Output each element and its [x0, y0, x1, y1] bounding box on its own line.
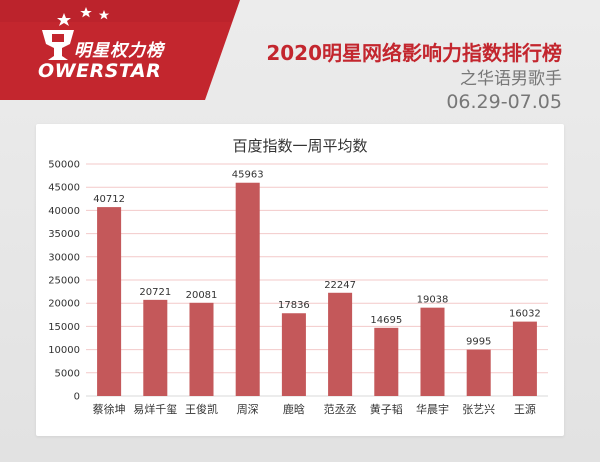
bar [328, 292, 353, 396]
data-label: 19038 [417, 295, 449, 306]
x-tick-label: 黄子韬 [370, 402, 403, 416]
star-icon [98, 10, 110, 20]
y-tick-label: 15000 [48, 322, 80, 333]
y-tick-label: 50000 [48, 160, 80, 171]
labels: 0 5000 10000 15000 20000 25000 30000 35000 40000… [48, 160, 541, 417]
bar [235, 182, 260, 396]
page-title: 2020明星网络影响力指数排行榜 [266, 41, 562, 65]
y-tick-label: 45000 [48, 183, 80, 194]
star-icon [80, 7, 92, 18]
bar [374, 327, 399, 396]
bar [189, 302, 214, 396]
bar [466, 349, 491, 396]
y-tick-label: 5000 [55, 368, 80, 379]
data-label: 14695 [370, 315, 402, 326]
x-tick-label: 范丞丞 [324, 402, 357, 416]
data-label: 9995 [466, 337, 491, 348]
bar [512, 321, 537, 396]
star-icon [57, 13, 71, 26]
x-tick-label: 周深 [237, 403, 259, 416]
x-tick-label: 张艺兴 [462, 403, 495, 416]
data-label: 20721 [139, 287, 171, 298]
bar [97, 207, 122, 396]
x-tick-label: 王俊凯 [185, 402, 218, 416]
header: 2020明星网络影响力指数排行榜 之华语男歌手 06.29-07.05 [266, 40, 562, 114]
brand-logo: 明星权力榜 OWERSTAR [0, 0, 240, 100]
data-label: 16032 [509, 309, 541, 320]
brand-name-cn: 明星权力榜 [74, 41, 164, 61]
data-label: 20081 [186, 290, 218, 301]
x-tick-label: 易烊千玺 [133, 402, 177, 416]
x-tick-label: 华晨宇 [416, 402, 449, 416]
data-label: 22247 [324, 280, 356, 291]
chart-card: 百度指数一周平均数 0 5000 10000 15000 20000 25000 30000… [36, 124, 564, 436]
y-tick-label: 20000 [48, 299, 80, 310]
data-label: 17836 [278, 300, 310, 311]
bar [143, 299, 168, 396]
y-tick-label: 35000 [48, 229, 80, 240]
x-tick-label: 鹿晗 [283, 402, 305, 416]
data-label: 40712 [93, 194, 125, 205]
page-subtitle: 之华语男歌手 [460, 69, 562, 89]
x-tick-label: 蔡徐坤 [93, 402, 126, 416]
brand-name-en: OWERSTAR [38, 60, 162, 82]
bar [420, 307, 445, 396]
bar [281, 313, 306, 396]
data-label: 45963 [232, 170, 264, 181]
logo-banner [0, 0, 240, 100]
y-tick-label: 0 [74, 392, 80, 403]
bars [97, 182, 537, 396]
bar-chart: 百度指数一周平均数 0 5000 10000 15000 20000 25000 30000… [48, 137, 548, 417]
x-tick-label: 王源 [514, 402, 536, 416]
y-tick-label: 40000 [48, 206, 80, 217]
y-tick-label: 25000 [48, 276, 80, 287]
trophy-icon [42, 30, 74, 60]
date-range: 06.29-07.05 [446, 91, 562, 113]
y-tick-label: 30000 [48, 252, 80, 263]
chart-title: 百度指数一周平均数 [232, 137, 367, 155]
y-tick-label: 10000 [48, 345, 80, 356]
